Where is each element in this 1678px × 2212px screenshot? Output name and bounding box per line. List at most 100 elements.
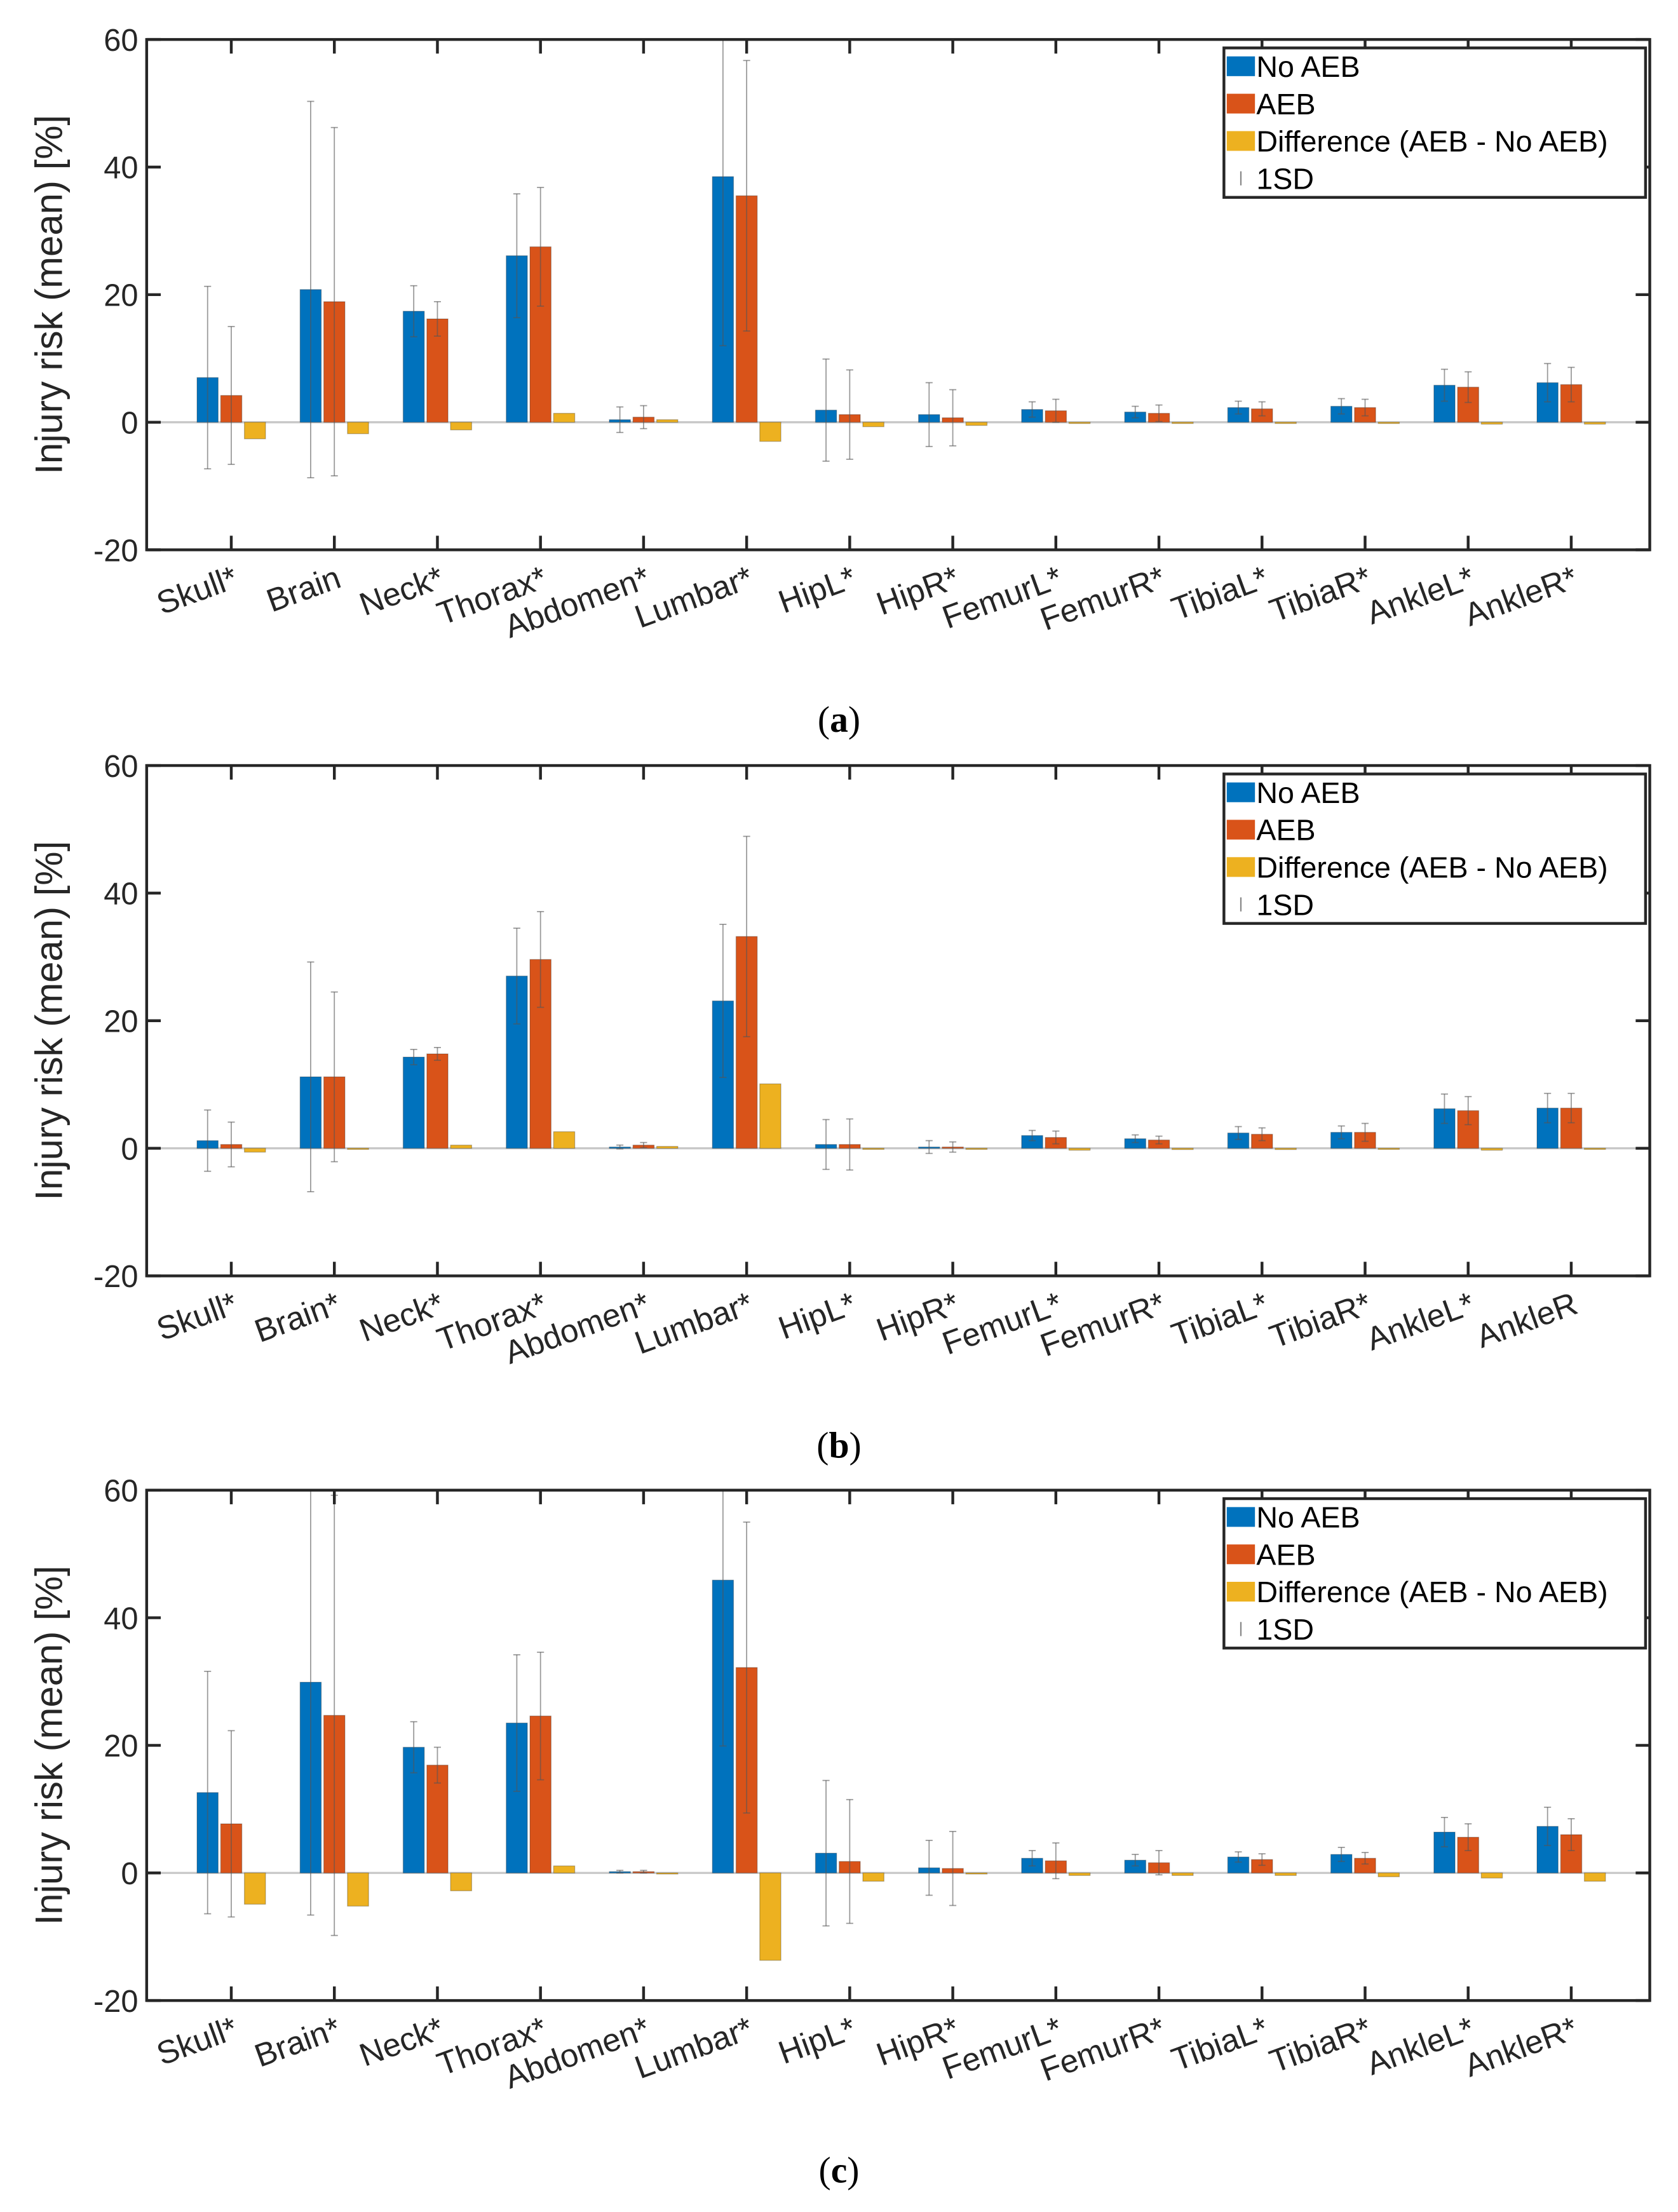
x-tick-label: Lumbar*	[630, 2010, 757, 2086]
error-bar	[410, 1721, 417, 1774]
error-bar	[433, 1746, 442, 1784]
bar-difference-aeb-no-aeb-	[965, 421, 988, 426]
error-bar	[1052, 1130, 1060, 1145]
error-bar	[719, 1490, 727, 1747]
error-bar	[537, 1651, 545, 1781]
bar-difference-aeb-no-aeb-	[1068, 1147, 1091, 1151]
error-bar	[846, 369, 853, 460]
error-bar	[433, 300, 442, 337]
error-bar	[616, 406, 624, 433]
error-bar	[1132, 1134, 1139, 1143]
x-tick-label: HipL*	[774, 2010, 861, 2071]
bar-difference-aeb-no-aeb-	[243, 1872, 266, 1905]
error-bar	[640, 405, 647, 429]
error-bar	[1028, 1130, 1036, 1142]
legend-label: 1SD	[1256, 1613, 1314, 1646]
error-bar	[719, 924, 727, 1078]
panel-caption: (b)	[816, 1426, 862, 1466]
bar-difference-aeb-no-aeb-	[1068, 1872, 1091, 1876]
caption-letter: b	[829, 1426, 849, 1466]
bar-difference-aeb-no-aeb-	[965, 1147, 988, 1150]
bar-difference-aeb-no-aeb-	[347, 1147, 369, 1150]
bar-difference-aeb-no-aeb-	[243, 421, 266, 440]
bar-difference-aeb-no-aeb-	[1377, 421, 1400, 424]
error-bar	[1258, 1853, 1266, 1866]
error-bar	[640, 1142, 647, 1149]
bar-difference-aeb-no-aeb-	[1275, 1872, 1297, 1876]
error-bar	[1440, 368, 1448, 402]
bar-no-aeb	[402, 1056, 425, 1149]
legend-label: No AEB	[1256, 50, 1360, 83]
legend-box	[1222, 46, 1648, 199]
bar-aeb	[1560, 1107, 1583, 1149]
caption-open: (	[816, 1426, 829, 1466]
error-bar	[1440, 1817, 1448, 1847]
error-bar	[822, 358, 830, 462]
error-bar	[925, 382, 933, 447]
error-bar	[204, 285, 212, 469]
bar-difference-aeb-no-aeb-	[862, 1872, 884, 1882]
bar-difference-aeb-no-aeb-	[656, 1145, 679, 1149]
legend-label: Difference (AEB - No AEB)	[1256, 851, 1607, 884]
error-bar	[1028, 401, 1036, 418]
bar-difference-aeb-no-aeb-	[1583, 1872, 1606, 1882]
bar-difference-aeb-no-aeb-	[1583, 421, 1606, 425]
legend-label: No AEB	[1256, 1501, 1360, 1534]
y-tick-label: 60	[104, 24, 138, 58]
legend-swatch	[1226, 819, 1255, 840]
legend-label: AEB	[1256, 814, 1315, 847]
error-bar	[1235, 1126, 1242, 1140]
legend-swatch	[1226, 1544, 1255, 1565]
bar-difference-aeb-no-aeb-	[1172, 1147, 1194, 1150]
error-bar	[1440, 1093, 1448, 1124]
bar-difference-aeb-no-aeb-	[347, 421, 369, 435]
legend-swatch	[1226, 131, 1255, 151]
caption-close: )	[847, 2150, 859, 2190]
error-bar	[1052, 1842, 1060, 1880]
error-bar	[513, 1654, 520, 1792]
x-tick-label: AnkleL*	[1362, 1285, 1479, 1358]
legend-swatch	[1226, 56, 1255, 76]
error-bar	[822, 1779, 830, 1927]
caption-letter: c	[831, 2150, 848, 2190]
y-tick-label: 0	[121, 1132, 138, 1166]
bar-difference-aeb-no-aeb-	[862, 1147, 884, 1150]
bar-difference-aeb-no-aeb-	[1275, 1147, 1297, 1150]
x-tick-label: AnkleR*	[1459, 2010, 1582, 2084]
error-bar	[846, 1118, 853, 1171]
bars	[196, 835, 1606, 1192]
bar-difference-aeb-no-aeb-	[1172, 1872, 1194, 1876]
legend: No AEB AEB Difference (AEB - No AEB) 1SD	[1222, 1497, 1648, 1650]
error-bar	[537, 187, 545, 307]
legend-swatch	[1226, 782, 1255, 802]
bar-difference-aeb-no-aeb-	[656, 1872, 679, 1875]
x-tick-label: HipL*	[774, 1285, 861, 1346]
error-bar	[743, 1521, 750, 1814]
error-bar	[330, 126, 338, 476]
bar-difference-aeb-no-aeb-	[1068, 421, 1091, 424]
error-bar	[1544, 1093, 1552, 1124]
x-tick-label: Lumbar*	[630, 1285, 757, 1361]
legend-label: 1SD	[1256, 162, 1314, 195]
error-bar	[227, 1121, 235, 1168]
panel-caption: (a)	[818, 700, 860, 740]
y-axis-label: Injury risk (mean) [%]	[28, 1565, 71, 1925]
legend-label: Difference (AEB - No AEB)	[1256, 125, 1607, 158]
bar-difference-aeb-no-aeb-	[1480, 1872, 1503, 1878]
error-bar	[1028, 1850, 1036, 1867]
x-tick-label: Lumbar*	[630, 559, 757, 635]
legend-box	[1222, 772, 1648, 925]
bar-difference-aeb-no-aeb-	[1172, 421, 1194, 424]
legend-label: Difference (AEB - No AEB)	[1256, 1575, 1607, 1608]
error-bar	[640, 1870, 647, 1874]
error-bar	[1235, 400, 1242, 415]
error-bar	[204, 1109, 212, 1172]
panel-caption: (c)	[818, 2150, 859, 2190]
chart-panel-c: Skull* Brain* Neck*Thorax*Abdomen*Lumbar* H…	[28, 1474, 1651, 2190]
error-bar	[433, 1047, 442, 1061]
legend-label: AEB	[1256, 88, 1315, 121]
error-bar	[307, 100, 315, 478]
bar-difference-aeb-no-aeb-	[553, 1865, 576, 1873]
error-bar	[1052, 398, 1060, 423]
error-bar	[1132, 405, 1139, 419]
